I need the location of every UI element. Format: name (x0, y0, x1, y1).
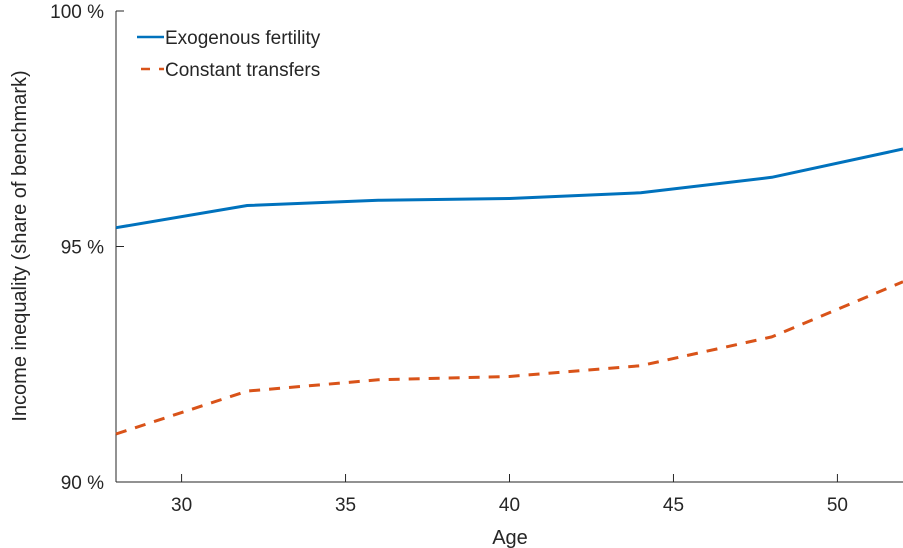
x-tick-label: 45 (663, 495, 684, 516)
x-tick-label: 40 (499, 495, 520, 516)
x-ticks: 30 35 40 45 50 (171, 474, 848, 516)
legend-label-exogenous-fertility: Exogenous fertility (165, 28, 321, 49)
x-axis-label: Age (492, 527, 528, 548)
y-tick-label: 95 % (61, 238, 104, 259)
y-tick-label: 100 % (50, 2, 104, 23)
legend: Exogenous fertility Constant transfers (137, 28, 321, 81)
x-tick-label: 35 (335, 495, 356, 516)
series-line-constant-transfers (115, 280, 903, 436)
x-tick-label: 50 (827, 495, 848, 516)
axes (115, 11, 903, 483)
legend-label-constant-transfers: Constant transfers (165, 60, 320, 81)
y-tick-label: 90 % (61, 473, 104, 494)
x-tick-label: 30 (171, 495, 192, 516)
series-line-exogenous-fertility (115, 147, 903, 230)
y-axis-label: Income inequality (share of benchmark) (9, 70, 31, 421)
y-ticks: 90 % 95 % 100 % (50, 2, 124, 494)
series-layer (115, 147, 903, 436)
